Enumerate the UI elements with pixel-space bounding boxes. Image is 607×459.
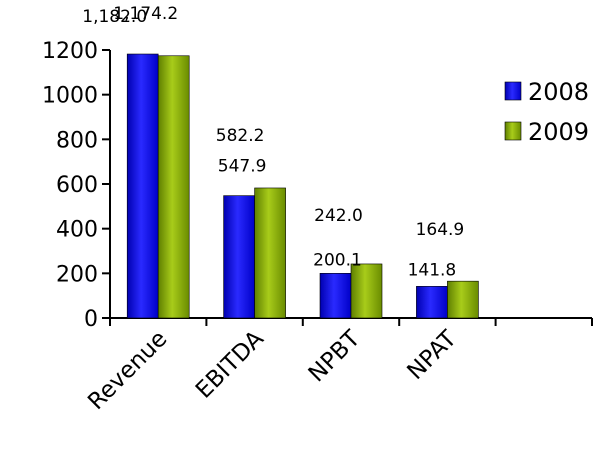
data-label: 547.9 [218, 157, 267, 177]
category-label: EBITDA [191, 326, 269, 404]
bar-2008 [416, 286, 448, 319]
y-tick-label: 0 [84, 307, 98, 332]
category-label: NPAT [403, 325, 463, 385]
bar-2009 [254, 187, 286, 319]
category-label: NPBT [304, 325, 366, 387]
bar-2009 [157, 55, 190, 319]
bar-2009 [447, 280, 479, 319]
y-tick-label: 800 [56, 128, 98, 153]
legend-label: 2008 [528, 78, 589, 106]
bar-2009 [350, 263, 383, 319]
y-tick-label: 600 [56, 173, 98, 198]
data-label: 1,174.2 [113, 4, 178, 24]
bar-2008 [126, 53, 159, 319]
data-label: 141.8 [408, 260, 457, 280]
data-label: 164.9 [416, 220, 465, 240]
y-tick-label: 200 [56, 262, 98, 287]
data-label: 242.0 [314, 206, 363, 226]
bar-2008 [319, 273, 352, 319]
data-label: 1,182.0 [82, 7, 147, 27]
data-label: 582.2 [216, 126, 265, 146]
legend-swatch-2008 [504, 81, 522, 101]
y-tick-label: 1200 [42, 39, 98, 64]
category-label: Revenue [83, 326, 172, 415]
y-tick-label: 1000 [42, 84, 98, 109]
legend-swatch-2009 [504, 121, 522, 141]
y-tick-label: 400 [56, 218, 98, 243]
legend-label: 2009 [528, 118, 589, 146]
bar-2008 [223, 195, 255, 319]
data-label: 200.1 [313, 250, 362, 270]
